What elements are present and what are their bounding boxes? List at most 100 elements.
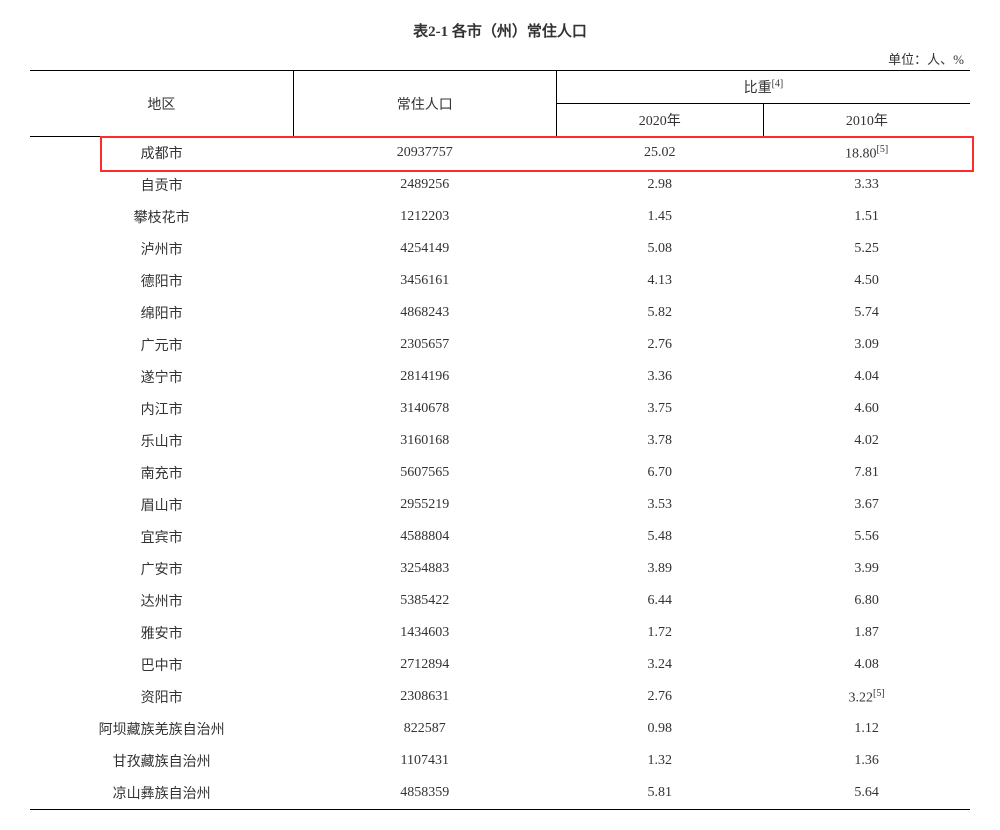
table-row: 自贡市24892562.983.33 — [30, 169, 970, 201]
cell-population: 2955219 — [293, 489, 556, 521]
cell-population: 2814196 — [293, 361, 556, 393]
cell-ratio-2010: 3.99 — [763, 553, 970, 585]
table-body: 成都市2093775725.0218.80[5]自贡市24892562.983.… — [30, 137, 970, 810]
col-population: 常住人口 — [293, 71, 556, 137]
cell-region: 广元市 — [30, 329, 293, 361]
cell-region: 巴中市 — [30, 649, 293, 681]
table-row: 内江市31406783.754.60 — [30, 393, 970, 425]
cell-population: 2712894 — [293, 649, 556, 681]
cell-region: 内江市 — [30, 393, 293, 425]
col-ratio-group: 比重[4] — [556, 71, 970, 104]
cell-ratio-2020: 2.76 — [556, 329, 763, 361]
cell-ratio-2010: 4.60 — [763, 393, 970, 425]
cell-region: 泸州市 — [30, 233, 293, 265]
cell-ratio-2010: 3.22[5] — [763, 681, 970, 713]
cell-ratio-2010: 4.08 — [763, 649, 970, 681]
table-row: 广安市32548833.893.99 — [30, 553, 970, 585]
cell-ratio-2020: 1.32 — [556, 745, 763, 777]
cell-region: 乐山市 — [30, 425, 293, 457]
cell-ratio-2010: 7.81 — [763, 457, 970, 489]
col-2010: 2010年 — [763, 104, 970, 137]
cell-region: 眉山市 — [30, 489, 293, 521]
population-table: 地区 常住人口 比重[4] 2020年 2010年 成都市2093775725.… — [30, 70, 970, 810]
table-row: 绵阳市48682435.825.74 — [30, 297, 970, 329]
cell-region: 成都市 — [30, 137, 293, 170]
cell-region: 雅安市 — [30, 617, 293, 649]
table-row: 眉山市29552193.533.67 — [30, 489, 970, 521]
cell-ratio-2010: 5.56 — [763, 521, 970, 553]
table-row: 雅安市14346031.721.87 — [30, 617, 970, 649]
cell-region: 资阳市 — [30, 681, 293, 713]
table-row: 阿坝藏族羌族自治州8225870.981.12 — [30, 713, 970, 745]
cell-region: 凉山彝族自治州 — [30, 777, 293, 810]
cell-ratio-2020: 2.76 — [556, 681, 763, 713]
table-row: 乐山市31601683.784.02 — [30, 425, 970, 457]
cell-population: 1107431 — [293, 745, 556, 777]
cell-ratio-2020: 0.98 — [556, 713, 763, 745]
cell-ratio-2020: 5.48 — [556, 521, 763, 553]
cell-ratio-2020: 1.72 — [556, 617, 763, 649]
cell-population: 3254883 — [293, 553, 556, 585]
cell-ratio-2010: 5.64 — [763, 777, 970, 810]
cell-population: 4858359 — [293, 777, 556, 810]
cell-population: 2489256 — [293, 169, 556, 201]
cell-region: 绵阳市 — [30, 297, 293, 329]
table-row: 宜宾市45888045.485.56 — [30, 521, 970, 553]
col-region: 地区 — [30, 71, 293, 137]
cell-ratio-2020: 6.70 — [556, 457, 763, 489]
cell-ratio-2020: 25.02 — [556, 137, 763, 170]
cell-population: 1434603 — [293, 617, 556, 649]
cell-region: 甘孜藏族自治州 — [30, 745, 293, 777]
table-row: 攀枝花市12122031.451.51 — [30, 201, 970, 233]
cell-ratio-2020: 1.45 — [556, 201, 763, 233]
table-row: 遂宁市28141963.364.04 — [30, 361, 970, 393]
table-row: 甘孜藏族自治州11074311.321.36 — [30, 745, 970, 777]
unit-label: 单位：人、% — [30, 49, 970, 68]
table-row: 成都市2093775725.0218.80[5] — [30, 137, 970, 170]
table-row: 广元市23056572.763.09 — [30, 329, 970, 361]
cell-region: 自贡市 — [30, 169, 293, 201]
cell-ratio-2010: 1.12 — [763, 713, 970, 745]
cell-ratio-2020: 5.82 — [556, 297, 763, 329]
cell-population: 4588804 — [293, 521, 556, 553]
table-container: 表2-1 各市（州）常住人口 单位：人、% 地区 常住人口 比重[4] 2020… — [30, 20, 970, 810]
table-row: 德阳市34561614.134.50 — [30, 265, 970, 297]
cell-ratio-2020: 2.98 — [556, 169, 763, 201]
cell-population: 3160168 — [293, 425, 556, 457]
table-row: 凉山彝族自治州48583595.815.64 — [30, 777, 970, 810]
footnote-marker: [5] — [877, 144, 889, 155]
cell-region: 宜宾市 — [30, 521, 293, 553]
cell-region: 达州市 — [30, 585, 293, 617]
cell-region: 广安市 — [30, 553, 293, 585]
cell-population: 5607565 — [293, 457, 556, 489]
cell-population: 1212203 — [293, 201, 556, 233]
cell-region: 攀枝花市 — [30, 201, 293, 233]
cell-ratio-2020: 5.81 — [556, 777, 763, 810]
cell-population: 2305657 — [293, 329, 556, 361]
cell-ratio-2010: 5.25 — [763, 233, 970, 265]
cell-region: 遂宁市 — [30, 361, 293, 393]
cell-region: 南充市 — [30, 457, 293, 489]
cell-ratio-2010: 1.36 — [763, 745, 970, 777]
cell-population: 4254149 — [293, 233, 556, 265]
table-row: 资阳市23086312.763.22[5] — [30, 681, 970, 713]
cell-ratio-2020: 3.78 — [556, 425, 763, 457]
cell-population: 3140678 — [293, 393, 556, 425]
cell-ratio-2020: 3.24 — [556, 649, 763, 681]
cell-ratio-2010: 4.50 — [763, 265, 970, 297]
cell-ratio-2010: 4.04 — [763, 361, 970, 393]
cell-ratio-2020: 6.44 — [556, 585, 763, 617]
cell-population: 4868243 — [293, 297, 556, 329]
table-title: 表2-1 各市（州）常住人口 — [30, 20, 970, 41]
ratio-label: 比重 — [744, 81, 772, 96]
footnote-marker: [5] — [873, 688, 885, 699]
cell-ratio-2010: 3.67 — [763, 489, 970, 521]
cell-population: 3456161 — [293, 265, 556, 297]
table-row: 达州市53854226.446.80 — [30, 585, 970, 617]
cell-ratio-2020: 3.36 — [556, 361, 763, 393]
cell-ratio-2010: 3.33 — [763, 169, 970, 201]
ratio-footnote: [4] — [772, 78, 784, 89]
cell-ratio-2010: 4.02 — [763, 425, 970, 457]
cell-ratio-2010: 1.87 — [763, 617, 970, 649]
cell-ratio-2020: 3.75 — [556, 393, 763, 425]
